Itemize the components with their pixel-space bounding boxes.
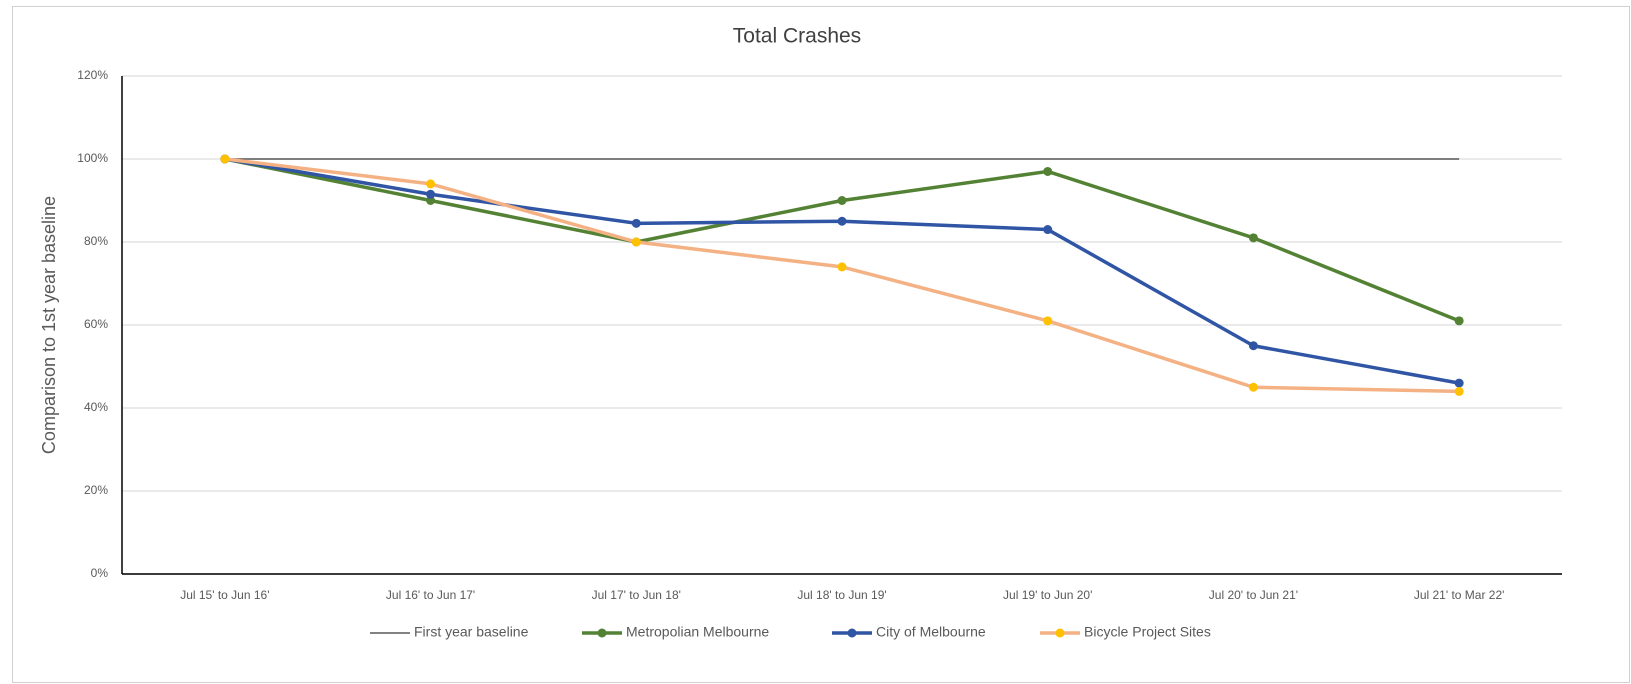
data-point: [426, 179, 436, 189]
data-point: [1043, 166, 1053, 176]
data-point: [426, 196, 436, 205]
data-point: [631, 218, 641, 228]
x-tick-label: Jul 21' to Mar 22': [1414, 588, 1505, 602]
x-tick-label: Jul 17' to Jun 18': [592, 588, 681, 602]
y-axis-title: Comparison to 1st year baseline: [39, 196, 59, 454]
data-point: [1248, 233, 1258, 243]
data-point: [1248, 341, 1258, 351]
legend-marker: [597, 628, 607, 638]
x-tick-label: Jul 16' to Jun 17': [386, 588, 475, 602]
y-tick-label: 0%: [91, 566, 109, 580]
data-point: [1454, 386, 1464, 396]
legend-label: First year baseline: [414, 624, 529, 640]
y-tick-label: 80%: [84, 234, 108, 248]
x-tick-label: Jul 18' to Jun 19': [797, 588, 886, 602]
y-tick-label: 40%: [84, 400, 108, 414]
data-point: [1043, 316, 1053, 326]
data-point: [1248, 382, 1258, 392]
legend-label: City of Melbourne: [876, 624, 986, 640]
legend-label: Bicycle Project Sites: [1084, 624, 1211, 640]
data-point: [837, 262, 847, 272]
legend-marker: [1055, 628, 1065, 638]
chart-border: [12, 6, 1630, 683]
data-point: [631, 237, 641, 247]
data-point: [837, 196, 847, 205]
data-point: [1043, 225, 1053, 235]
x-tick-label: Jul 19' to Jun 20': [1003, 588, 1092, 602]
chart-title: Total Crashes: [733, 25, 861, 48]
data-point: [837, 216, 847, 226]
y-tick-label: 120%: [77, 68, 108, 82]
data-point: [220, 154, 230, 164]
y-tick-label: 100%: [77, 151, 108, 165]
y-tick-label: 20%: [84, 483, 108, 497]
x-tick-label: Jul 15' to Jun 16': [180, 588, 269, 602]
data-point: [1454, 378, 1464, 388]
x-tick-label: Jul 20' to Jun 21': [1209, 588, 1298, 602]
legend-marker: [847, 628, 857, 638]
legend-label: Metropolian Melbourne: [626, 624, 769, 640]
data-point: [426, 189, 436, 199]
y-tick-label: 60%: [84, 317, 108, 331]
data-point: [1454, 316, 1464, 326]
